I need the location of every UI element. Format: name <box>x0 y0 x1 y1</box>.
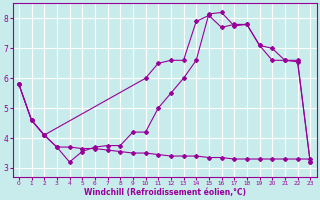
X-axis label: Windchill (Refroidissement éolien,°C): Windchill (Refroidissement éolien,°C) <box>84 188 245 197</box>
